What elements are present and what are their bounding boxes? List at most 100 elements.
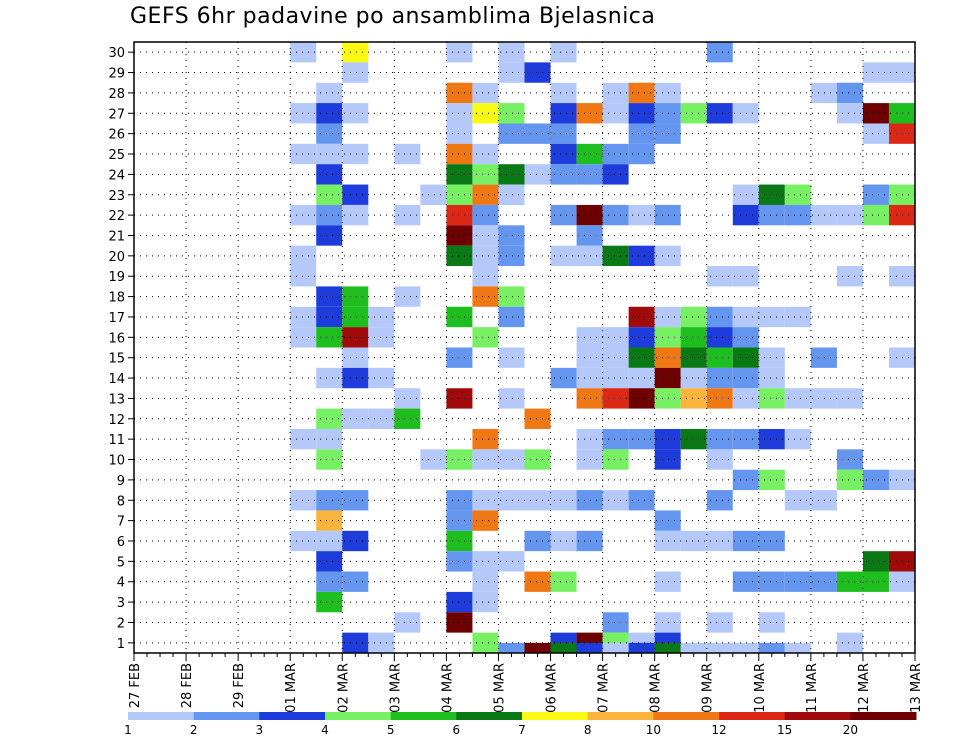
heatmap-cell (758, 571, 785, 592)
heatmap-cell (498, 388, 525, 409)
heatmap-cell (654, 245, 681, 267)
y-tick-label: 12 (108, 413, 125, 428)
heatmap-cell (524, 530, 551, 552)
heatmap-cell (732, 347, 759, 368)
heatmap-cell (654, 347, 681, 368)
heatmap-cell (784, 428, 811, 450)
heatmap-cell (680, 367, 707, 389)
heatmap-cell (550, 164, 577, 185)
heatmap-cell (316, 449, 343, 470)
heatmap-cell (342, 204, 369, 226)
heatmap-cell (732, 642, 759, 653)
heatmap-cell (732, 103, 759, 124)
heatmap-cell (498, 245, 525, 267)
heatmap-cell (758, 612, 785, 633)
heatmap-cell (342, 571, 369, 592)
heatmap-cell (316, 204, 343, 226)
heatmap-cell (758, 428, 785, 450)
heatmap-cell (602, 367, 629, 389)
x-tick-label: 27 FEB (128, 663, 143, 708)
y-tick-label: 25 (108, 148, 125, 163)
heatmap-cell (628, 143, 655, 165)
heatmap-cell (654, 327, 681, 348)
heatmap-cell (550, 642, 577, 653)
heatmap-cell (706, 347, 733, 368)
y-tick-label: 11 (108, 433, 125, 448)
heatmap-cell (758, 530, 785, 552)
heatmap-cell (316, 327, 343, 348)
heatmap-cell (316, 123, 343, 144)
y-tick-label: 13 (108, 392, 125, 407)
heatmap-cell (498, 306, 525, 328)
heatmap-cell (888, 204, 915, 226)
heatmap-cell (316, 82, 343, 104)
heatmap-cell (706, 367, 733, 389)
heatmap-cell (524, 571, 551, 592)
legend-label: 8 (584, 723, 592, 737)
heatmap-cell (654, 642, 681, 653)
y-tick-label: 6 (117, 535, 125, 550)
y-tick-label: 14 (108, 372, 125, 387)
legend-label: 20 (843, 723, 858, 737)
heatmap-cell (862, 571, 889, 592)
heatmap-cell (576, 449, 603, 470)
heatmap-cell (654, 612, 681, 633)
heatmap-cell (602, 103, 629, 124)
y-tick-label: 16 (108, 331, 125, 346)
heatmap-cell (498, 286, 525, 307)
heatmap-cell (368, 632, 395, 653)
heatmap-cell (888, 62, 915, 83)
heatmap-cell (498, 123, 525, 144)
heatmap-cell (524, 449, 551, 470)
y-tick-label: 26 (108, 128, 125, 143)
heatmap-cell (446, 184, 473, 205)
heatmap-cell (472, 204, 499, 226)
heatmap-cell (472, 327, 499, 348)
heatmap-cell (862, 184, 889, 205)
heatmap-cell (628, 82, 655, 104)
heatmap-cell (706, 266, 733, 287)
heatmap-cell (784, 490, 811, 511)
heatmap-cell (654, 530, 681, 552)
heatmap-cell (316, 103, 343, 124)
chart-title: GEFS 6hr padavine po ansamblima Bjelasni… (130, 4, 656, 29)
x-axis: 27 FEB 28 FEB 29 FEB 01 MAR 02 MAR 03 MAR 04 M… (128, 653, 924, 713)
legend-label: 1 (124, 723, 132, 737)
heatmap-cell (732, 367, 759, 389)
heatmap-cell (680, 428, 707, 450)
heatmap-cell (888, 551, 915, 572)
heatmap-cell (784, 184, 811, 205)
heatmap-cell (498, 490, 525, 511)
heatmap-cell (784, 571, 811, 592)
heatmap-cell (576, 103, 603, 124)
heatmap-cell (680, 347, 707, 368)
heatmap-cell (602, 347, 629, 368)
heatmap-cell (498, 449, 525, 470)
heatmap-cell (836, 388, 863, 409)
heatmap-cell (446, 143, 473, 165)
heatmap-cell (654, 428, 681, 450)
heatmap-cell (316, 551, 343, 572)
heatmap-cell (654, 103, 681, 124)
heatmap-cell (680, 388, 707, 409)
heatmap-cells (290, 42, 915, 653)
heatmap-cell (576, 530, 603, 552)
heatmap-cell (342, 143, 369, 165)
heatmap-cell (758, 367, 785, 389)
y-tick-label: 19 (108, 270, 125, 285)
grid-lines (134, 42, 915, 653)
heatmap-cell (602, 449, 629, 470)
heatmap-cell (836, 571, 863, 592)
y-tick-label: 18 (108, 291, 125, 306)
y-tick-label: 4 (117, 576, 125, 591)
heatmap-cell (732, 530, 759, 552)
heatmap-cell (576, 490, 603, 511)
heatmap-cell (290, 327, 317, 348)
legend-swatch (390, 712, 457, 720)
heatmap-cell (472, 510, 499, 531)
heatmap-cell (576, 245, 603, 267)
heatmap-cell (472, 245, 499, 267)
heatmap-cell (706, 42, 733, 63)
heatmap-cell (576, 164, 603, 185)
heatmap-cell (680, 306, 707, 328)
